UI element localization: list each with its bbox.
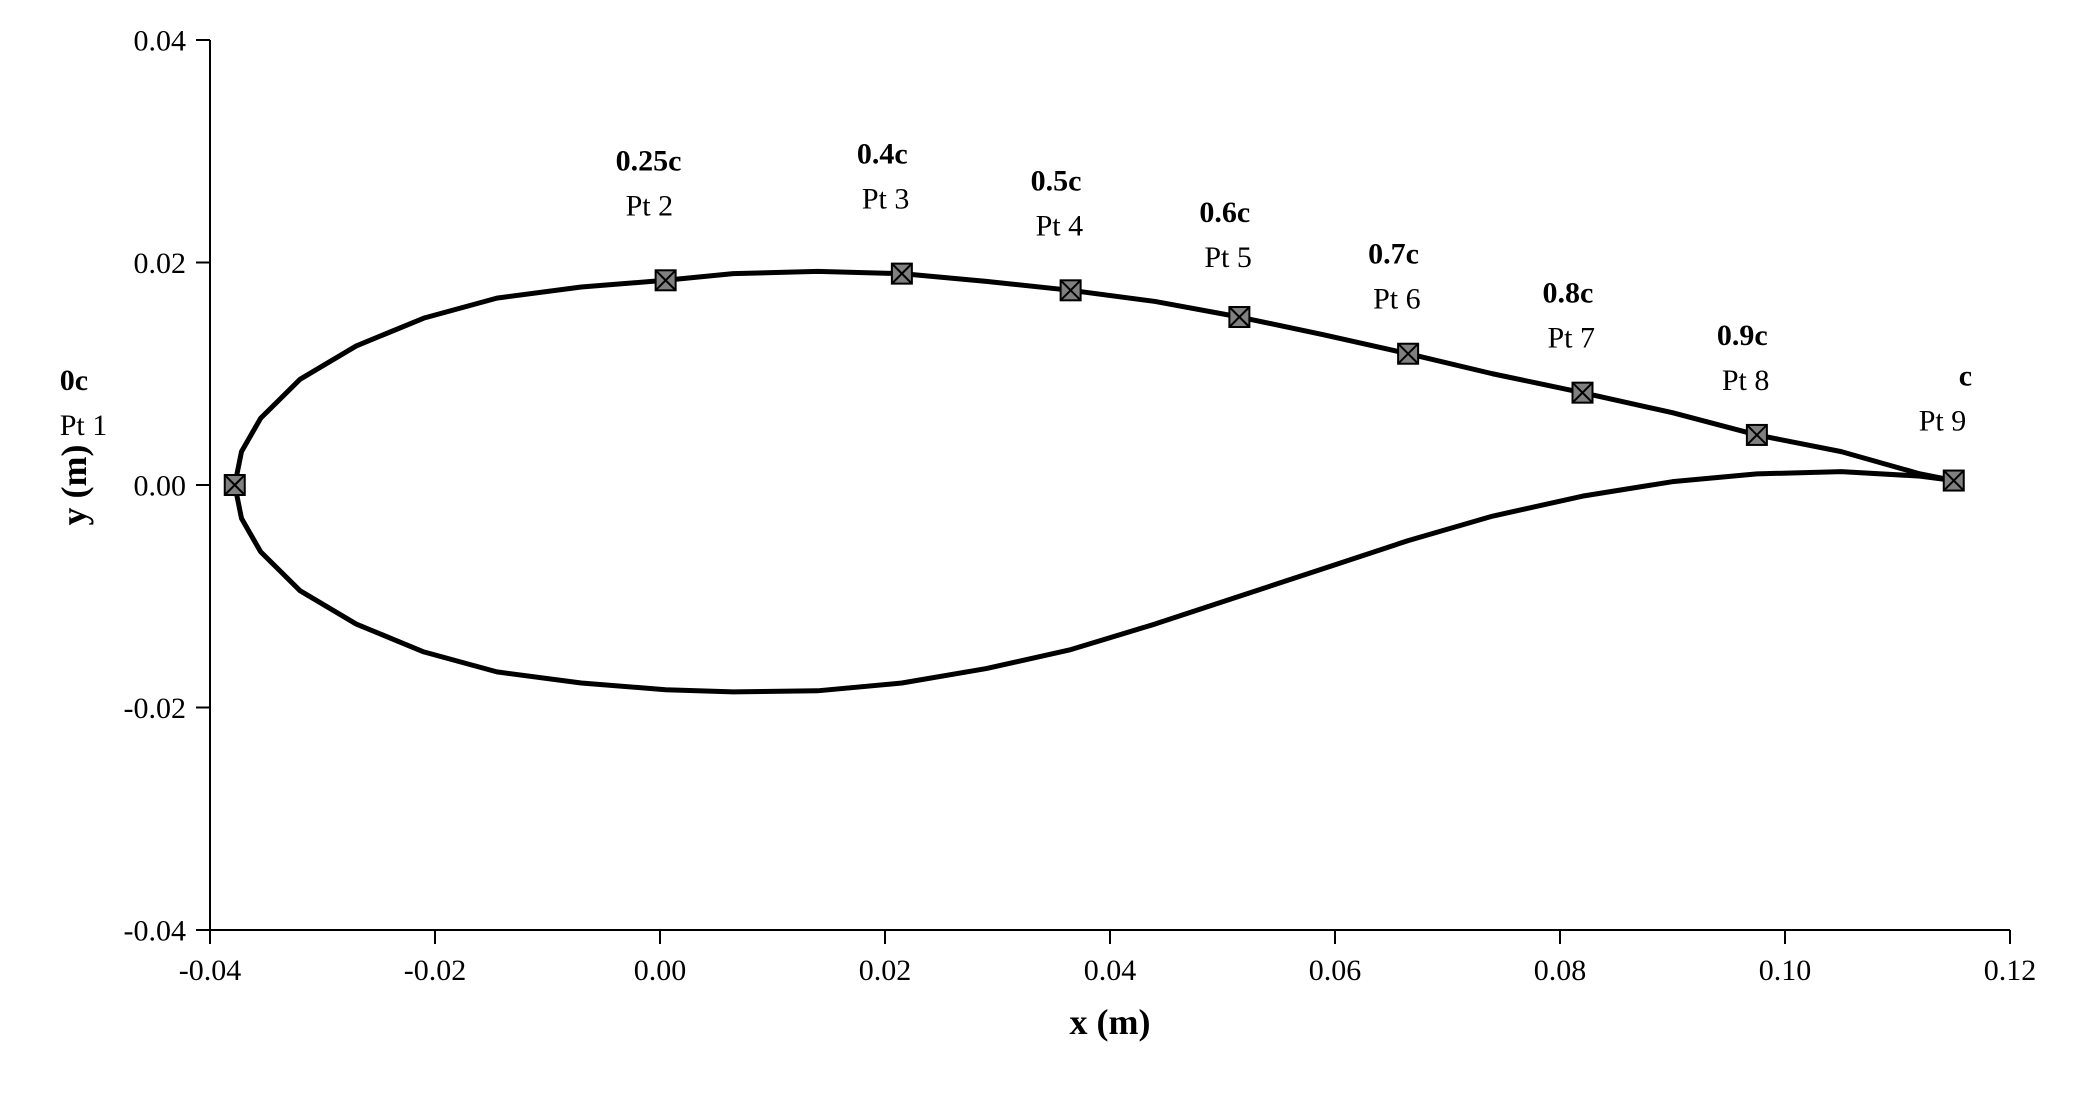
point-marker-3 — [892, 264, 912, 284]
point-pt-label-7: Pt 7 — [1548, 322, 1596, 355]
x-tick-label: 0.10 — [1759, 954, 1812, 987]
y-tick-label: -0.02 — [124, 692, 187, 725]
point-pt-label-8: Pt 8 — [1722, 364, 1770, 397]
point-pt-label-4: Pt 4 — [1036, 209, 1084, 242]
point-marker-6 — [1398, 344, 1418, 364]
x-tick-label: 0.04 — [1084, 954, 1137, 987]
point-chord-label-3: 0.4c — [857, 138, 908, 171]
point-pt-label-2: Pt 2 — [626, 189, 674, 222]
point-marker-4 — [1061, 280, 1081, 300]
point-chord-label-5: 0.6c — [1199, 196, 1250, 229]
x-tick-label: 0.08 — [1534, 954, 1587, 987]
y-tick-label: 0.00 — [134, 470, 187, 503]
y-tick-label: -0.04 — [124, 915, 187, 948]
x-axis-title: x (m) — [1070, 1002, 1151, 1042]
point-pt-label-5: Pt 5 — [1204, 241, 1252, 274]
airfoil-chart: -0.04 -0.02 0.00 0.02 0.04 0.06 0.08 0.10 0.12 -0… — [0, 0, 2085, 1107]
point-pt-label-3: Pt 3 — [862, 183, 910, 216]
point-marker-9 — [1944, 471, 1964, 491]
point-chord-label-7: 0.8c — [1543, 277, 1594, 310]
x-tick-label: 0.02 — [859, 954, 912, 987]
x-tick-label: -0.02 — [404, 954, 467, 987]
point-marker-7 — [1573, 383, 1593, 403]
x-tick-label: -0.04 — [179, 954, 242, 987]
x-tick-label: 0.06 — [1309, 954, 1362, 987]
point-chord-label-4: 0.5c — [1031, 164, 1082, 197]
point-pt-label-6: Pt 6 — [1373, 283, 1421, 316]
y-tick-label: 0.04 — [134, 25, 187, 58]
y-tick-label: 0.02 — [134, 247, 187, 280]
chart-container: -0.04 -0.02 0.00 0.02 0.04 0.06 0.08 0.10 0.12 -0… — [0, 0, 2085, 1107]
x-tick-label: 0.12 — [1984, 954, 2037, 987]
y-axis-title: y (m) — [54, 445, 94, 526]
point-chord-label-1: 0c — [60, 364, 88, 397]
point-marker-8 — [1747, 425, 1767, 445]
point-pt-label-1: Pt 1 — [60, 409, 108, 442]
point-marker-1 — [225, 475, 245, 495]
point-marker-2 — [656, 270, 676, 290]
point-chord-label-2: 0.25c — [616, 144, 682, 177]
point-chord-label-8: 0.9c — [1717, 319, 1768, 352]
point-pt-label-9: Pt 9 — [1919, 405, 1967, 438]
point-marker-5 — [1229, 307, 1249, 327]
x-tick-label: 0.00 — [634, 954, 687, 987]
point-chord-label-9: c — [1959, 360, 1972, 393]
point-chord-label-6: 0.7c — [1368, 238, 1419, 271]
